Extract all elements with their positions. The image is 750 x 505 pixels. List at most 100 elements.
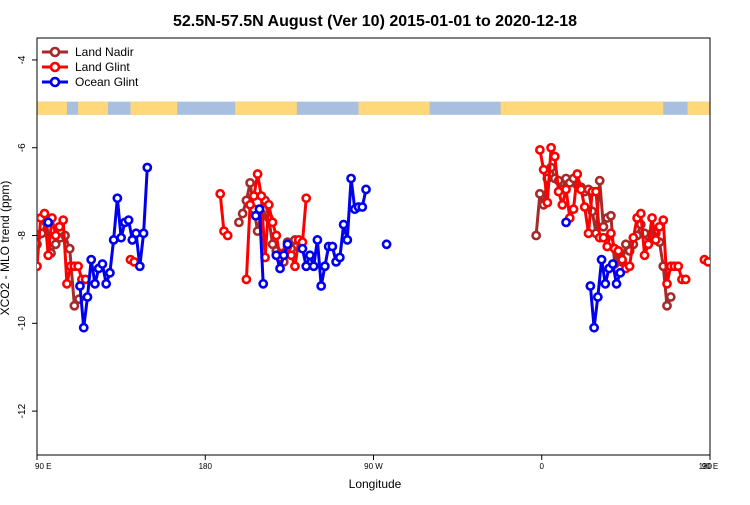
series-line	[274, 243, 289, 270]
data-point	[611, 278, 622, 289]
data-point	[594, 175, 605, 186]
data-point	[680, 274, 691, 285]
data-point	[62, 278, 72, 289]
data-point	[598, 221, 609, 232]
data-point	[647, 213, 657, 223]
data-point	[334, 252, 345, 263]
data-point	[58, 215, 69, 226]
data-point	[50, 239, 61, 250]
data-point	[357, 202, 368, 212]
x-tick-label: 90 E	[702, 462, 718, 471]
data-point	[327, 241, 338, 252]
data-point	[703, 256, 710, 267]
data-point	[131, 228, 141, 239]
y-tick-label: -10	[17, 316, 28, 331]
data-point	[650, 235, 661, 245]
data-point	[381, 239, 392, 250]
data-point	[256, 191, 267, 201]
land-ocean-strip	[37, 101, 710, 115]
data-point	[542, 197, 553, 208]
series-ocean-glint	[43, 162, 626, 333]
data-point	[546, 142, 556, 153]
data-point	[86, 254, 97, 265]
data-point	[301, 261, 312, 272]
data-point	[613, 245, 624, 256]
series-line	[78, 167, 149, 330]
data-point	[602, 241, 613, 252]
data-point	[271, 250, 282, 261]
data-point	[37, 261, 42, 272]
y-tick-label: -4	[17, 55, 28, 64]
data-point	[90, 278, 100, 289]
data-point	[78, 322, 89, 333]
data-point	[662, 300, 672, 311]
data-point	[579, 202, 590, 212]
data-point	[134, 261, 145, 272]
data-point	[97, 259, 108, 269]
data-point	[673, 261, 684, 272]
legend-swatch-marker	[49, 46, 61, 58]
data-point	[138, 228, 149, 239]
data-point	[534, 188, 545, 199]
x-tick-label: 90 E	[35, 462, 51, 471]
data-point	[607, 259, 618, 269]
x-tick-label: 0	[540, 462, 545, 471]
data-point	[589, 322, 599, 333]
data-point	[617, 254, 628, 265]
land-band-4	[358, 101, 430, 115]
data-point	[301, 193, 312, 204]
land-band-0	[37, 101, 67, 115]
x-axis-title: Longitude	[349, 477, 402, 491]
legend-label: Ocean Glint	[75, 75, 139, 89]
data-point	[606, 210, 616, 221]
data-point	[576, 184, 586, 195]
data-point	[596, 254, 607, 265]
data-point	[43, 250, 54, 261]
data-point	[108, 235, 119, 245]
data-point	[316, 281, 327, 291]
x-tick-label: 180	[199, 462, 213, 471]
legend-swatch-marker	[49, 61, 61, 73]
data-point	[222, 230, 233, 241]
land-band-3	[235, 101, 297, 115]
y-tick-label: -8	[17, 231, 28, 240]
data-point	[624, 261, 635, 272]
data-point	[591, 186, 601, 197]
land-band-6	[687, 101, 710, 115]
data-point	[628, 232, 639, 243]
data-point	[308, 261, 319, 272]
data-point	[39, 208, 50, 219]
data-point	[568, 204, 579, 215]
x-tick-label: 180	[699, 462, 713, 471]
land-band-1	[78, 101, 109, 115]
data-point	[50, 230, 61, 241]
legend-item-land-glint: Land Glint	[42, 60, 130, 74]
data-point	[112, 193, 123, 204]
data-point	[215, 188, 226, 199]
data-point	[583, 228, 594, 239]
data-point	[248, 191, 259, 201]
series-layer	[37, 142, 710, 333]
data-point	[142, 162, 153, 173]
legend-label: Land Glint	[75, 60, 130, 74]
data-point	[534, 145, 545, 155]
data-point	[643, 239, 654, 250]
data-point	[271, 230, 282, 241]
data-point	[598, 232, 609, 243]
land-band-5	[500, 101, 664, 115]
data-point	[290, 261, 300, 272]
data-point	[75, 281, 85, 291]
data-point	[241, 274, 252, 285]
data-point	[658, 215, 669, 226]
data-point	[538, 164, 549, 175]
data-point	[305, 250, 315, 261]
data-point	[64, 243, 75, 254]
data-point	[69, 300, 80, 311]
legend-item-land-nadir: Land Nadir	[42, 45, 134, 59]
data-point	[73, 261, 84, 272]
data-point	[123, 215, 134, 226]
data-point	[312, 235, 323, 245]
data-point	[245, 177, 256, 188]
